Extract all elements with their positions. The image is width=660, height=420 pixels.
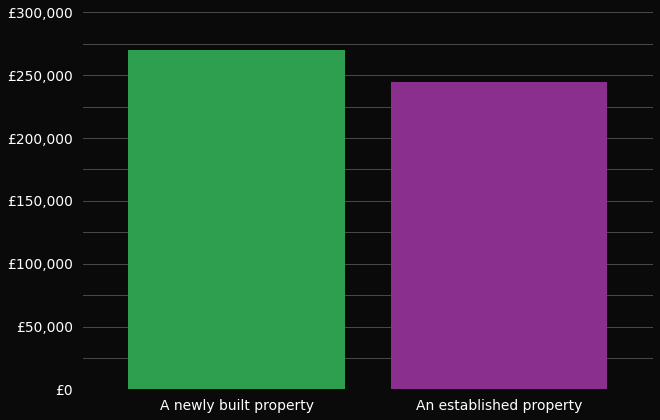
Bar xyxy=(128,50,345,389)
Bar xyxy=(391,81,607,389)
